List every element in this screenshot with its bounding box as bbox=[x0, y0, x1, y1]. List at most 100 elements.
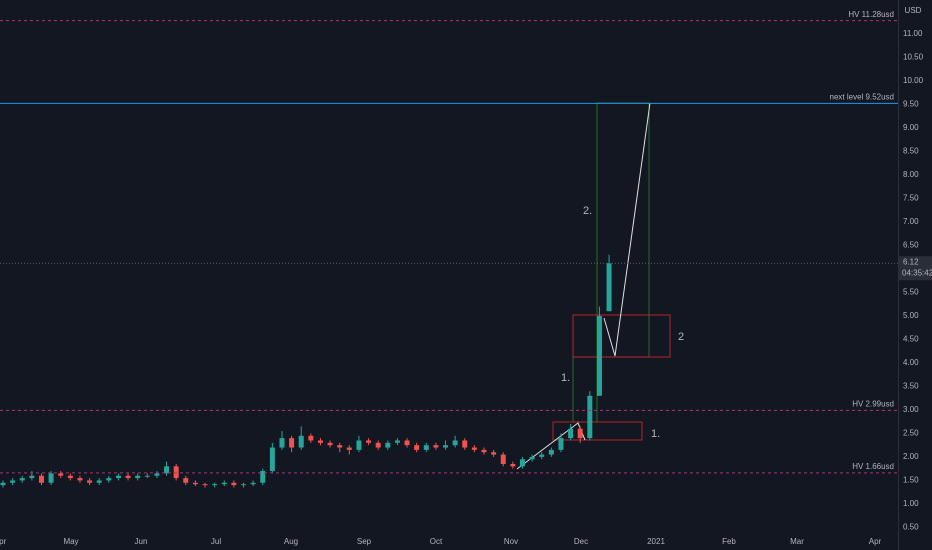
candle-body bbox=[529, 456, 535, 460]
x-tick-label: Jul bbox=[211, 537, 221, 546]
candle-body bbox=[221, 482, 227, 485]
candle-body bbox=[327, 442, 333, 446]
candle-body bbox=[510, 463, 516, 467]
y-tick-label: 4.50 bbox=[903, 335, 919, 344]
y-tick-label: 2.50 bbox=[903, 429, 919, 438]
candle-body bbox=[519, 459, 525, 467]
candle-body bbox=[241, 484, 246, 486]
candle-body bbox=[115, 475, 121, 479]
candle-body bbox=[144, 475, 150, 477]
candle-body bbox=[404, 440, 410, 446]
candle-body bbox=[106, 478, 112, 481]
candle-body bbox=[491, 452, 497, 455]
y-tick-label: 2.00 bbox=[903, 452, 919, 461]
y-tick-label: 3.50 bbox=[903, 382, 919, 391]
annotation: 2 bbox=[678, 331, 684, 343]
x-tick-label: Dec bbox=[574, 537, 588, 546]
candle-body bbox=[346, 447, 352, 450]
y-tick-label: 7.00 bbox=[903, 217, 919, 226]
y-tick-label: 5.00 bbox=[903, 311, 919, 320]
candle-body bbox=[385, 442, 391, 448]
candle-body bbox=[298, 435, 304, 448]
candle-body bbox=[10, 480, 16, 483]
candle-body bbox=[366, 440, 372, 443]
x-tick-label: Jun bbox=[135, 537, 148, 546]
y-tick-label: 1.00 bbox=[903, 499, 919, 508]
x-tick-label: Oct bbox=[430, 537, 443, 546]
x-tick-label: May bbox=[63, 537, 78, 546]
candle-body bbox=[279, 438, 285, 448]
y-tick-label: 10.50 bbox=[903, 52, 924, 61]
candle-body bbox=[135, 475, 141, 479]
candle-body bbox=[29, 475, 35, 479]
candle-body bbox=[183, 478, 189, 483]
y-tick-label: 9.00 bbox=[903, 123, 919, 132]
candle-body bbox=[471, 447, 477, 450]
candle-body bbox=[38, 475, 44, 483]
x-tick-label: Aug bbox=[284, 537, 298, 546]
countdown-label: 04:35:42 bbox=[902, 268, 932, 277]
candle-body bbox=[154, 473, 160, 476]
candle-body bbox=[308, 435, 314, 441]
zone-box bbox=[572, 314, 671, 358]
candle-body bbox=[500, 454, 506, 464]
candle-body bbox=[250, 482, 256, 485]
annotation: 2. bbox=[583, 205, 592, 217]
y-tick-label: 5.50 bbox=[903, 288, 919, 297]
candle-body bbox=[269, 447, 275, 472]
candle-body bbox=[356, 440, 362, 450]
candle-body bbox=[48, 473, 54, 483]
candle-body bbox=[289, 438, 295, 448]
candle-body bbox=[173, 466, 179, 479]
candle-body bbox=[568, 428, 574, 439]
plot-area: Apr May Jun Jul Aug Sep Oct Nov Dec 2021 Feb Mar Apr bbox=[0, 102, 882, 546]
annotation: 1. bbox=[651, 428, 660, 440]
y-tick-label: 6.50 bbox=[903, 240, 919, 249]
candle-body bbox=[58, 473, 64, 476]
last-price-box bbox=[899, 256, 932, 281]
candle-body bbox=[96, 480, 102, 483]
candle-body bbox=[539, 454, 545, 457]
last-price-label: 6.12 bbox=[903, 257, 919, 266]
y-tick-label: 1.50 bbox=[903, 476, 919, 485]
candle-body bbox=[317, 440, 323, 443]
candle-body bbox=[423, 445, 429, 450]
x-tick-label: Mar bbox=[790, 537, 804, 546]
candle-body bbox=[414, 445, 420, 450]
zone-box bbox=[552, 421, 643, 441]
x-tick-label: Sep bbox=[357, 537, 372, 546]
trend-line bbox=[603, 102, 651, 357]
level-label: HV 2.99usd bbox=[852, 399, 894, 408]
candle-body bbox=[192, 482, 198, 485]
candle-body bbox=[394, 440, 400, 443]
annotation: 1. bbox=[561, 372, 570, 384]
x-tick-label: Feb bbox=[722, 537, 736, 546]
candle-body bbox=[452, 440, 458, 446]
candle-body bbox=[577, 428, 583, 439]
y-tick-label: 8.50 bbox=[903, 146, 919, 155]
x-tick-label: Apr bbox=[869, 537, 882, 546]
candle-body bbox=[164, 466, 170, 474]
candle-body bbox=[260, 471, 266, 483]
level-label: HV 1.66usd bbox=[852, 462, 894, 471]
y-tick-label: 9.50 bbox=[903, 99, 919, 108]
level-label: next level 9.52usd bbox=[830, 93, 895, 102]
candle-body bbox=[558, 438, 564, 450]
y-tick-label: 0.50 bbox=[903, 523, 919, 532]
x-tick-label: Apr bbox=[0, 537, 7, 546]
x-tick-label: 2021 bbox=[647, 537, 665, 546]
candle-body bbox=[19, 478, 25, 481]
y-tick-label: 7.50 bbox=[903, 193, 919, 202]
candle-body bbox=[212, 484, 218, 486]
candle-body bbox=[0, 482, 6, 486]
y-tick-label: 10.00 bbox=[903, 76, 924, 85]
candle-body bbox=[375, 442, 381, 448]
candle-body bbox=[433, 445, 439, 448]
y-tick-label: 11.00 bbox=[903, 29, 923, 38]
y-tick-label: 4.00 bbox=[903, 358, 919, 367]
y-tick-label: 8.00 bbox=[903, 170, 919, 179]
level-label: HV 11.28usd bbox=[848, 10, 894, 19]
x-tick-label: Nov bbox=[504, 537, 518, 546]
